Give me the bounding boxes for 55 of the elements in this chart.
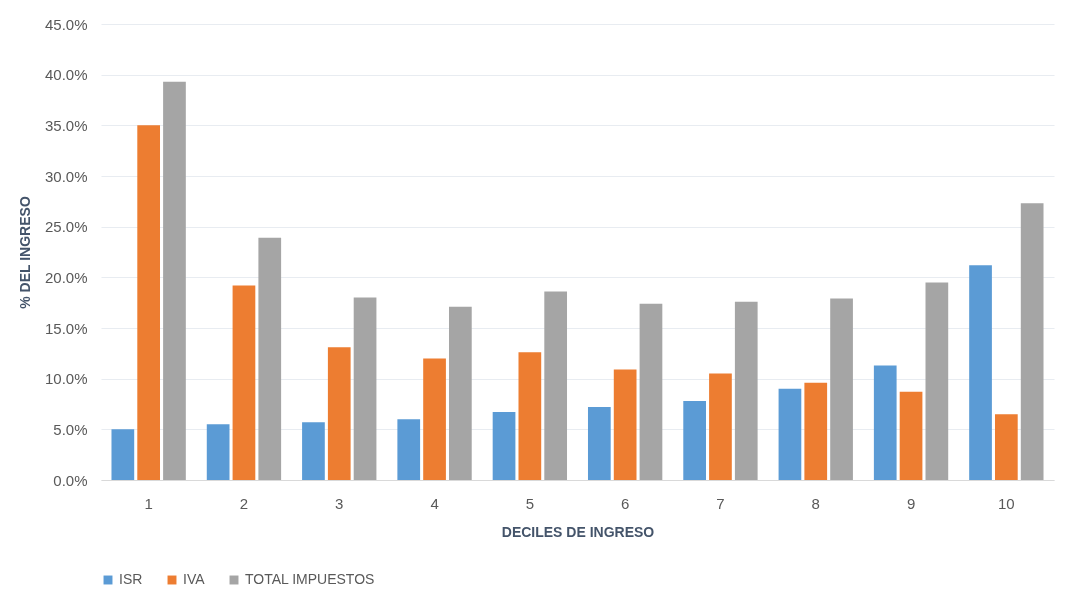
y-tick-label: 0.0%	[53, 471, 88, 489]
bar	[302, 422, 325, 480]
bar	[137, 125, 161, 480]
bar	[163, 81, 186, 480]
bar	[111, 429, 135, 480]
x-tick-label: 3	[335, 494, 344, 512]
bar	[397, 419, 421, 480]
bar	[734, 301, 758, 480]
x-tick-label: 7	[716, 494, 725, 512]
bar	[232, 285, 256, 480]
y-tick-label: 40.0%	[44, 66, 88, 84]
bar	[587, 407, 611, 480]
bar	[544, 291, 568, 480]
bar	[683, 400, 706, 480]
x-tick-label: 4	[430, 494, 439, 512]
bar	[873, 365, 897, 480]
bar	[639, 303, 663, 480]
x-tick-label: 8	[811, 494, 820, 512]
bar	[1020, 203, 1044, 480]
bar	[969, 265, 992, 480]
y-axis-title: % DEL INGRESO	[16, 196, 33, 309]
bar	[258, 237, 282, 480]
bar	[994, 414, 1018, 480]
bar	[709, 373, 732, 480]
y-tick-label: 45.0%	[44, 15, 88, 33]
x-tick-label: 5	[525, 494, 535, 512]
y-tick-label: 5.0%	[53, 420, 88, 438]
legend-label: ISR	[119, 571, 143, 587]
bar	[518, 352, 542, 480]
bar	[423, 358, 446, 480]
legend-label: IVA	[183, 571, 206, 587]
bar	[206, 424, 230, 480]
legend-label: TOTAL IMPUESTOS	[245, 571, 375, 587]
bar	[449, 306, 472, 480]
bar	[353, 297, 377, 480]
bar	[804, 382, 828, 480]
y-tick-label: 15.0%	[44, 319, 88, 337]
x-tick-label: 2	[239, 494, 249, 512]
bar	[899, 391, 923, 480]
x-tick-label: 10	[998, 494, 1015, 512]
bar	[925, 282, 949, 480]
bar	[327, 347, 351, 480]
y-tick-label: 35.0%	[44, 116, 88, 134]
x-tick-label: 1	[144, 494, 153, 512]
bar	[830, 298, 853, 480]
y-tick-label: 20.0%	[44, 268, 88, 286]
bar	[492, 412, 516, 480]
x-tick-label: 9	[906, 494, 916, 512]
x-axis-title: DECILES DE INGRESO	[501, 523, 655, 540]
bar	[778, 388, 802, 480]
y-tick-label: 30.0%	[44, 167, 88, 185]
bar	[613, 369, 637, 480]
x-tick-label: 6	[620, 494, 630, 512]
y-tick-label: 25.0%	[44, 218, 88, 236]
y-tick-label: 10.0%	[44, 370, 88, 388]
